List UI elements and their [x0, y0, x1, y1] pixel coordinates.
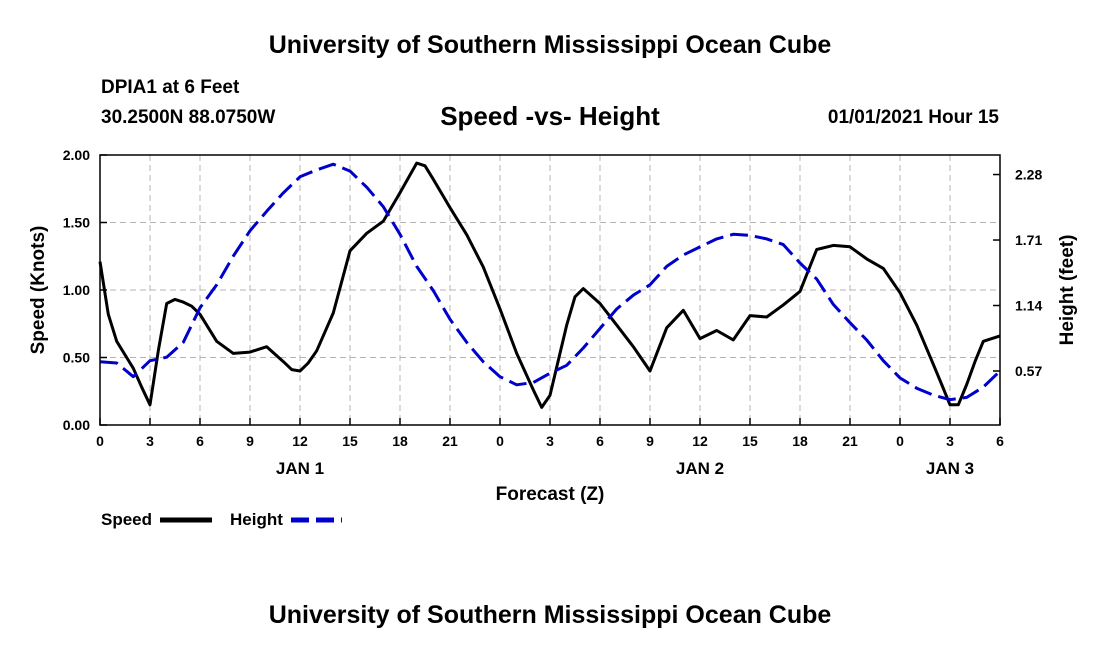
page-title-bottom: University of Southern Mississippi Ocean…	[268, 601, 832, 629]
page-title-top: University of Southern Mississippi Ocean…	[268, 31, 832, 59]
y2-tick-label: 1.14	[1015, 298, 1042, 314]
x-tick-label: 12	[292, 433, 308, 449]
y-tick-label: 1.00	[63, 282, 90, 298]
x-tick-label: 21	[442, 433, 458, 449]
x-tick-label: 0	[896, 433, 904, 449]
chart-subtitle: Speed -vs- Height	[440, 101, 660, 131]
speed-series-line	[98, 161, 1001, 409]
x-tick-label: 18	[392, 433, 408, 449]
x-axis-title: Forecast (Z)	[496, 484, 605, 505]
series-lines	[98, 161, 1002, 409]
y-axis-title: Speed (Knots)	[28, 226, 49, 355]
y-tick-label: 2.00	[63, 147, 90, 163]
x-tick-label: 15	[342, 433, 358, 449]
x-tick-label: 3	[546, 433, 554, 449]
y2-axis-title: Height (feet)	[1057, 235, 1078, 346]
y2-tick-label: 0.57	[1015, 363, 1042, 379]
legend-height-label: Height	[230, 510, 283, 529]
x-tick-label: 9	[646, 433, 654, 449]
forecast-datetime: 01/01/2021 Hour 15	[827, 107, 999, 128]
x-tick-label: 3	[146, 433, 154, 449]
y-tick-label: 0.00	[63, 417, 90, 433]
legend-speed-label: Speed	[101, 510, 152, 529]
x-tick-label: 6	[196, 433, 204, 449]
coordinates-label: 30.2500N 88.0750W	[101, 107, 276, 128]
x-tick-label: 0	[96, 433, 104, 449]
height-series-line	[99, 162, 1002, 402]
station-label: DPIA1 at 6 Feet	[101, 77, 240, 98]
x-tick-label: 6	[996, 433, 1004, 449]
grid	[100, 155, 1000, 425]
y-tick-label: 1.50	[63, 215, 90, 231]
x-tick-label: 6	[596, 433, 604, 449]
x-tick-label: 9	[246, 433, 254, 449]
y-tick-label: 0.50	[63, 350, 90, 366]
x-tick-label: 15	[742, 433, 758, 449]
y2-tick-label: 1.71	[1015, 232, 1042, 248]
x-tick-label: 3	[946, 433, 954, 449]
date-label: JAN 3	[926, 459, 974, 478]
x-tick-label: 21	[842, 433, 858, 449]
date-label: JAN 1	[276, 459, 324, 478]
y2-tick-label: 2.28	[1015, 167, 1042, 183]
x-tick-label: 12	[692, 433, 708, 449]
date-label: JAN 2	[676, 459, 724, 478]
axes: 0.00 0.50 1.00 1.50 2.00 0.57 1.14 1.71 2.28 0 3 6 9…	[28, 147, 1078, 505]
x-tick-label: 0	[496, 433, 504, 449]
x-tick-label: 18	[792, 433, 808, 449]
legend: Speed Height	[101, 510, 342, 529]
